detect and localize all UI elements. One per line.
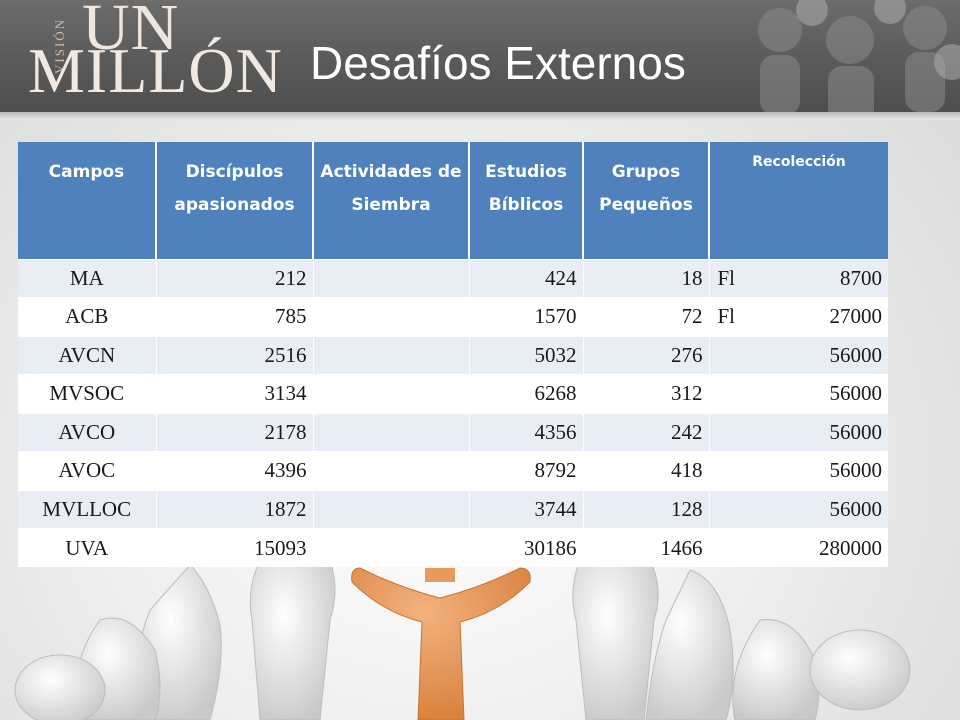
cell-grupos: 276 [583, 335, 710, 375]
recoleccion-value: 8700 [840, 265, 882, 290]
cell-recoleccion: 56000 [709, 489, 888, 529]
cell-recoleccion: Fl 8700 [709, 258, 888, 298]
cell-campo: UVA [18, 528, 157, 567]
cell-actividades [313, 451, 470, 490]
cell-campo: AVCO [18, 412, 157, 452]
cell-campo: MVLLOC [18, 489, 157, 529]
recoleccion-value: 56000 [829, 342, 883, 367]
cell-actividades [313, 297, 470, 336]
header-recoleccion: Recolección [709, 142, 888, 259]
cell-estudios: 4356 [469, 412, 584, 452]
cell-grupos: 242 [583, 412, 710, 452]
header-campos: Campos [18, 142, 157, 259]
cell-estudios: 1570 [469, 297, 584, 336]
cell-campo: MVSOC [18, 374, 157, 413]
page-title: Desafíos Externos [310, 37, 686, 89]
cell-campo: AVOC [18, 451, 157, 490]
cell-campo: AVCN [18, 335, 157, 375]
table-row: MA 212 424 18 Fl 8700 [18, 258, 888, 298]
table-row: ACB 785 1570 72 Fl 27000 [18, 297, 888, 336]
cell-estudios: 3744 [469, 489, 584, 529]
cell-grupos: 18 [583, 258, 710, 298]
table-row: AVCO 2178 4356 242 56000 [18, 412, 888, 452]
cell-grupos: 1466 [583, 528, 710, 567]
cell-recoleccion: 56000 [709, 374, 888, 413]
cell-recoleccion: 280000 [709, 528, 888, 567]
table-row: AVCN 2516 5032 276 56000 [18, 335, 888, 375]
cell-campo: ACB [18, 297, 157, 336]
recoleccion-value: 27000 [829, 304, 883, 329]
header-actividades: Actividades de Siembra [313, 142, 470, 259]
currency-prefix: Fl [717, 265, 736, 290]
cell-discipulos: 1872 [156, 489, 314, 529]
cell-grupos: 72 [583, 297, 710, 336]
logo: VISIÓN UN MILLÓN [22, 0, 302, 112]
cell-estudios: 6268 [469, 374, 584, 413]
header-figures-illustration [758, 0, 960, 112]
cell-actividades [313, 528, 470, 567]
recoleccion-value: 280000 [819, 535, 882, 560]
table-row: MVLLOC 1872 3744 128 56000 [18, 489, 888, 529]
recoleccion-value: 56000 [829, 496, 883, 521]
cell-actividades [313, 258, 470, 298]
cell-actividades [313, 374, 470, 413]
cell-recoleccion: Fl 27000 [709, 297, 888, 336]
table-row: UVA 15093 30186 1466 280000 [18, 528, 888, 567]
header-estudios: Estudios Bíblicos [469, 142, 584, 259]
cell-grupos: 128 [583, 489, 710, 529]
challenges-table: Campos Discípulos apasionados Actividade… [18, 142, 888, 567]
cell-discipulos: 4396 [156, 451, 314, 490]
currency-prefix: Fl [717, 304, 736, 329]
cell-actividades [313, 412, 470, 452]
cell-discipulos: 212 [156, 258, 314, 298]
cell-recoleccion: 56000 [709, 451, 888, 490]
cell-actividades [313, 489, 470, 529]
cell-recoleccion: 56000 [709, 335, 888, 375]
header-discipulos: Discípulos apasionados [156, 142, 314, 259]
logo-millon-text: MILLÓN [28, 35, 283, 106]
table-header-row: Campos Discípulos apasionados Actividade… [18, 142, 888, 259]
recoleccion-value: 56000 [829, 381, 883, 406]
logo-un-text: UN [82, 0, 180, 64]
recoleccion-value: 56000 [829, 419, 883, 444]
background-figures-illustration [14, 560, 911, 720]
cell-discipulos: 785 [156, 297, 314, 336]
cell-grupos: 418 [583, 451, 710, 490]
cell-estudios: 8792 [469, 451, 584, 490]
cell-discipulos: 15093 [156, 528, 314, 567]
cell-discipulos: 3134 [156, 374, 314, 413]
cell-estudios: 5032 [469, 335, 584, 375]
cell-recoleccion: 56000 [709, 412, 888, 452]
cell-grupos: 312 [583, 374, 710, 413]
cell-estudios: 424 [469, 258, 584, 298]
cell-estudios: 30186 [469, 528, 584, 567]
table-row: MVSOC 3134 6268 312 56000 [18, 374, 888, 413]
table-row: AVOC 4396 8792 418 56000 [18, 451, 888, 490]
cell-actividades [313, 335, 470, 375]
cell-discipulos: 2516 [156, 335, 314, 375]
header-band: VISIÓN UN MILLÓN Desafíos Externos [0, 0, 960, 112]
cell-discipulos: 2178 [156, 412, 314, 452]
cell-campo: MA [18, 258, 157, 298]
header-divider [0, 112, 960, 120]
header-grupos: Grupos Pequeños [583, 142, 710, 259]
recoleccion-value: 56000 [829, 458, 883, 483]
